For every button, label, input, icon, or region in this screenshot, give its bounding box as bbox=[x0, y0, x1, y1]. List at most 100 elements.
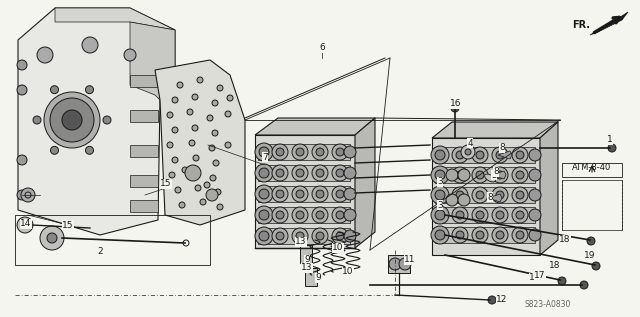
Circle shape bbox=[177, 82, 183, 88]
Circle shape bbox=[496, 151, 504, 159]
Circle shape bbox=[167, 112, 173, 118]
Circle shape bbox=[179, 202, 185, 208]
Circle shape bbox=[22, 222, 28, 228]
Circle shape bbox=[558, 277, 566, 285]
Circle shape bbox=[472, 207, 488, 223]
Polygon shape bbox=[488, 194, 502, 202]
Circle shape bbox=[276, 232, 284, 240]
Text: 18: 18 bbox=[549, 261, 561, 269]
Bar bbox=[305, 268, 317, 286]
Circle shape bbox=[529, 189, 541, 201]
Circle shape bbox=[456, 171, 464, 179]
Polygon shape bbox=[155, 60, 245, 225]
Circle shape bbox=[193, 155, 199, 161]
Circle shape bbox=[215, 189, 221, 195]
Circle shape bbox=[272, 165, 288, 181]
Circle shape bbox=[227, 95, 233, 101]
Circle shape bbox=[476, 231, 484, 239]
Circle shape bbox=[516, 191, 524, 199]
Polygon shape bbox=[432, 122, 558, 138]
Circle shape bbox=[44, 92, 100, 148]
Circle shape bbox=[529, 169, 541, 181]
Polygon shape bbox=[130, 22, 175, 100]
Circle shape bbox=[465, 149, 471, 155]
Circle shape bbox=[259, 147, 269, 157]
Circle shape bbox=[213, 160, 219, 166]
Circle shape bbox=[488, 296, 496, 304]
Circle shape bbox=[62, 110, 82, 130]
Circle shape bbox=[587, 237, 595, 245]
Circle shape bbox=[431, 166, 449, 184]
Bar bbox=[388, 255, 410, 273]
Circle shape bbox=[336, 232, 344, 240]
Text: FR.: FR. bbox=[572, 20, 590, 30]
Circle shape bbox=[51, 146, 58, 154]
Bar bbox=[435, 227, 535, 243]
Text: 7: 7 bbox=[262, 152, 268, 161]
Circle shape bbox=[167, 142, 173, 148]
Circle shape bbox=[344, 167, 356, 179]
Text: 2: 2 bbox=[97, 248, 103, 256]
Bar bbox=[258, 186, 350, 202]
Circle shape bbox=[212, 130, 218, 136]
Circle shape bbox=[435, 190, 445, 200]
Circle shape bbox=[332, 186, 348, 202]
Circle shape bbox=[512, 207, 528, 223]
Circle shape bbox=[255, 206, 273, 224]
Circle shape bbox=[296, 169, 304, 177]
Circle shape bbox=[316, 211, 324, 219]
Circle shape bbox=[492, 227, 508, 243]
Circle shape bbox=[212, 100, 218, 106]
Text: 8: 8 bbox=[499, 144, 505, 152]
Circle shape bbox=[344, 146, 356, 158]
Circle shape bbox=[312, 144, 328, 160]
Circle shape bbox=[82, 37, 98, 53]
Polygon shape bbox=[540, 122, 558, 255]
Circle shape bbox=[296, 190, 304, 198]
Circle shape bbox=[512, 227, 528, 243]
Text: 4: 4 bbox=[467, 139, 473, 147]
Circle shape bbox=[190, 170, 196, 176]
Circle shape bbox=[312, 186, 328, 202]
Text: 3: 3 bbox=[437, 178, 443, 186]
Circle shape bbox=[189, 140, 195, 146]
Circle shape bbox=[296, 232, 304, 240]
Circle shape bbox=[476, 171, 484, 179]
Circle shape bbox=[255, 143, 273, 161]
Circle shape bbox=[292, 186, 308, 202]
Circle shape bbox=[332, 144, 348, 160]
Circle shape bbox=[272, 144, 288, 160]
Text: ATM-8-40: ATM-8-40 bbox=[572, 163, 612, 172]
Circle shape bbox=[461, 145, 475, 159]
Circle shape bbox=[172, 157, 178, 163]
Circle shape bbox=[21, 188, 35, 202]
Circle shape bbox=[255, 164, 273, 182]
Bar bbox=[258, 207, 350, 223]
Circle shape bbox=[200, 199, 206, 205]
Circle shape bbox=[452, 207, 468, 223]
Text: 10: 10 bbox=[342, 268, 354, 276]
Bar bbox=[562, 180, 622, 230]
Circle shape bbox=[332, 207, 348, 223]
Circle shape bbox=[296, 211, 304, 219]
Circle shape bbox=[435, 210, 445, 220]
Circle shape bbox=[516, 151, 524, 159]
Circle shape bbox=[516, 171, 524, 179]
Circle shape bbox=[456, 211, 464, 219]
Circle shape bbox=[225, 142, 231, 148]
Circle shape bbox=[446, 194, 458, 206]
Ellipse shape bbox=[484, 174, 495, 182]
Circle shape bbox=[182, 167, 188, 173]
Circle shape bbox=[512, 147, 528, 163]
Circle shape bbox=[204, 182, 210, 188]
Circle shape bbox=[17, 190, 27, 200]
Circle shape bbox=[33, 116, 41, 124]
Bar bbox=[258, 144, 350, 160]
Circle shape bbox=[217, 85, 223, 91]
Circle shape bbox=[312, 165, 328, 181]
Circle shape bbox=[169, 172, 175, 178]
Circle shape bbox=[336, 190, 344, 198]
Circle shape bbox=[17, 60, 27, 70]
Polygon shape bbox=[432, 138, 540, 255]
Circle shape bbox=[458, 194, 470, 206]
